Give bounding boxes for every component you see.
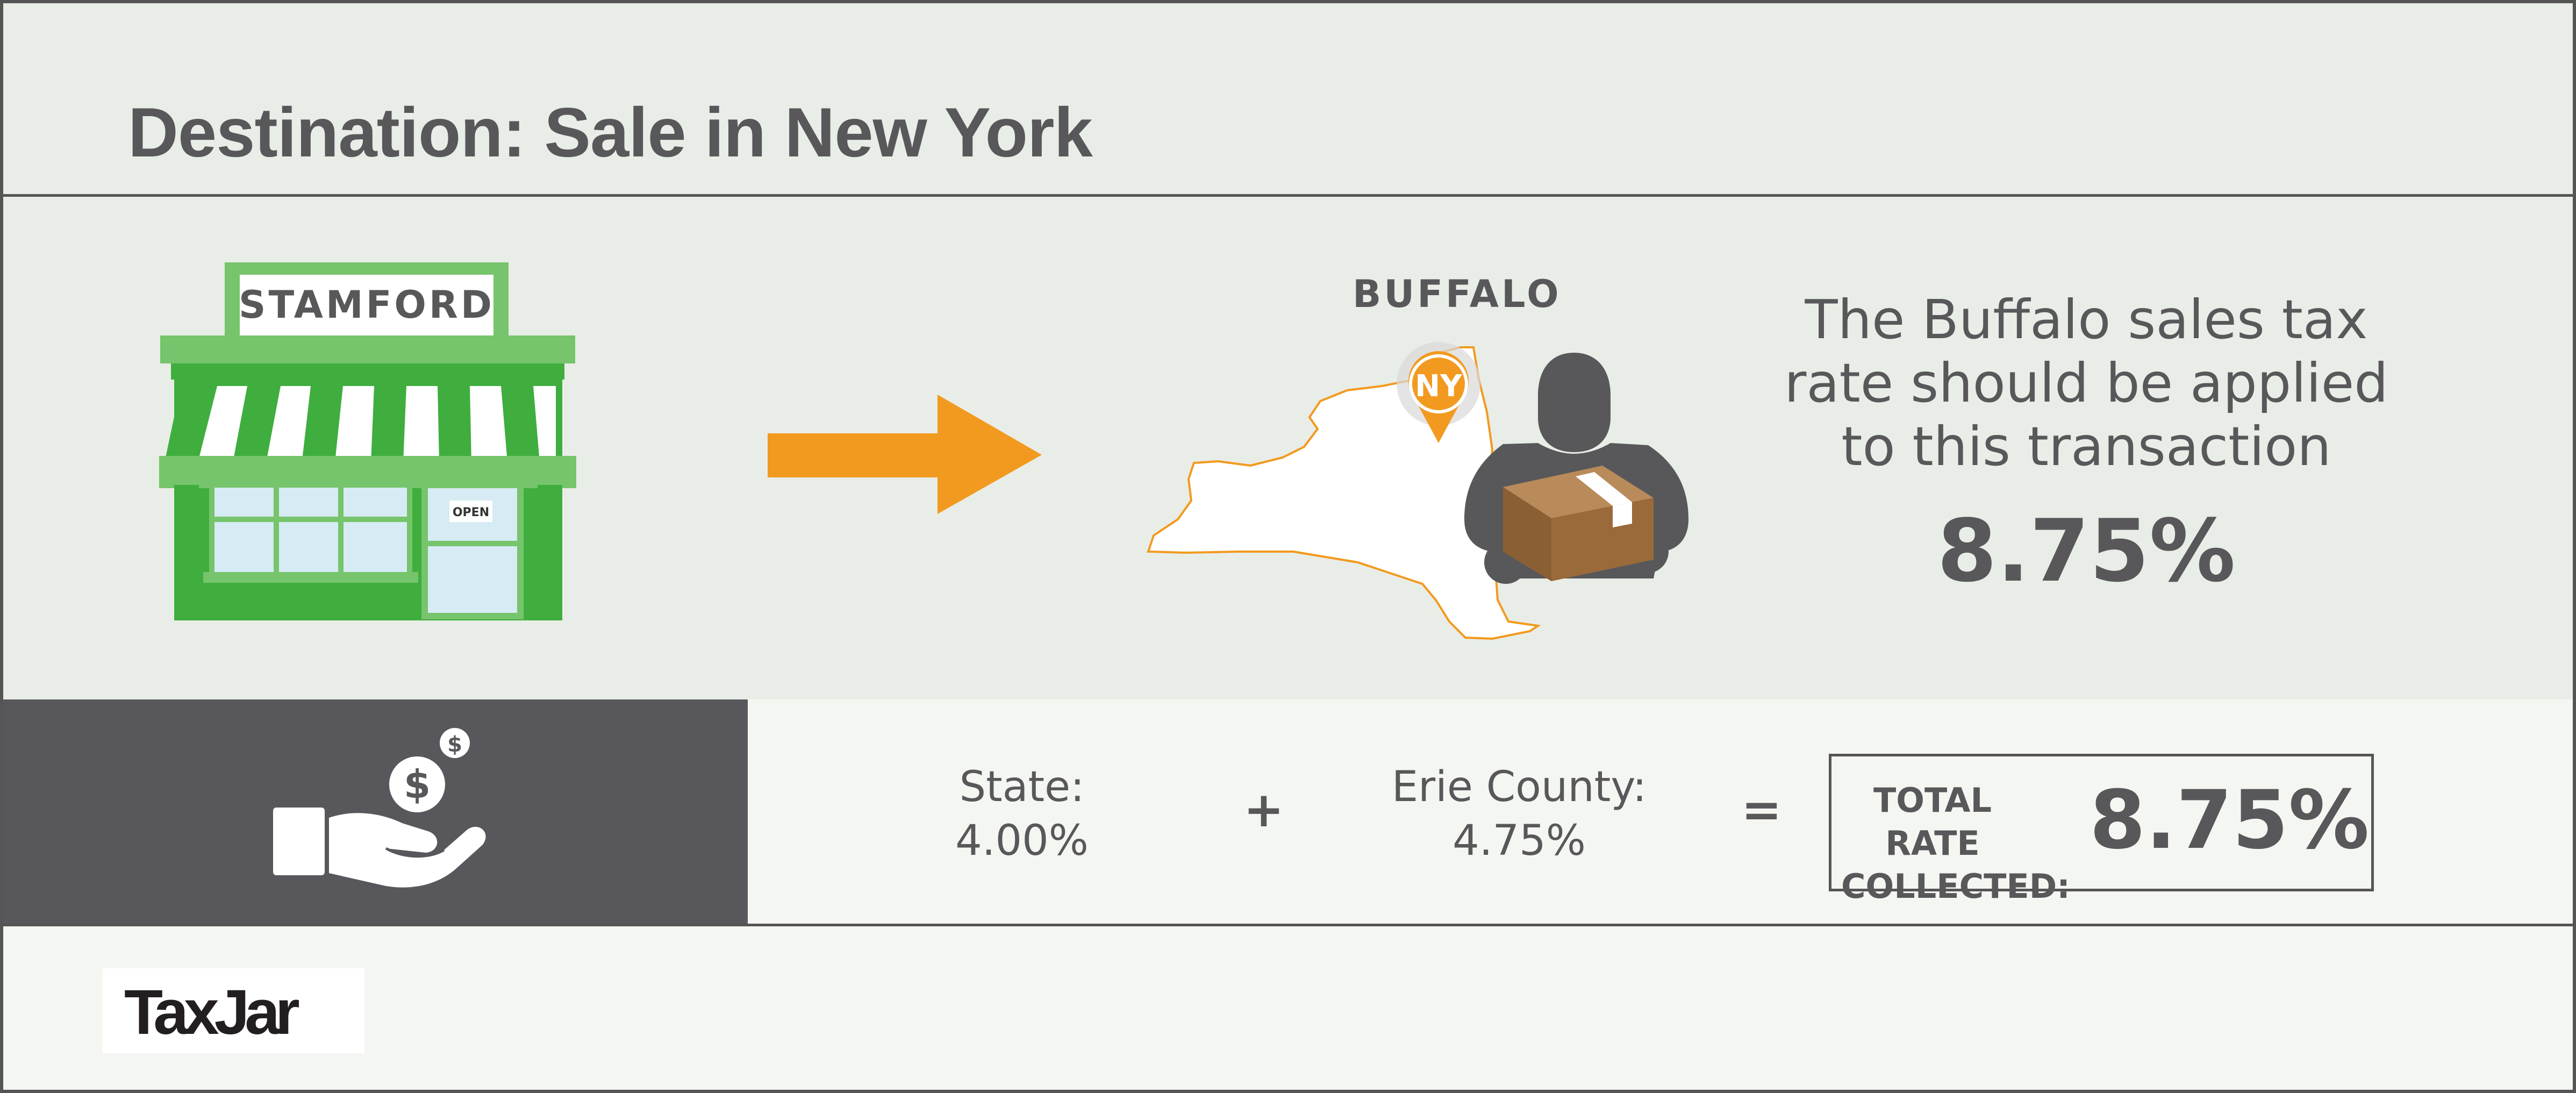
total-rate-value: 8.75%: [2090, 774, 2370, 867]
county-rate: 4.75%: [1452, 817, 1586, 865]
store-sign-label: STAMFORD: [239, 283, 495, 327]
payment-icon-panel: [3, 699, 748, 924]
storefront-illustration: STAMFORD: [159, 262, 1688, 888]
pin-label: NY: [1415, 369, 1463, 404]
result-description: The Buffalo sales tax rate should be app…: [1784, 288, 2388, 478]
total-rate-label: TOTAL RATE COLLECTED:: [1841, 779, 2070, 908]
plus-operator: +: [1243, 782, 1284, 838]
coin-small-symbol: $: [447, 732, 462, 757]
header: Destination: Sale in New York: [3, 3, 2573, 197]
rate-breakdown-row: [3, 699, 2573, 926]
city-label: BUFFALO: [1353, 272, 1562, 316]
footer: TaxJar: [3, 926, 2573, 1090]
equals-operator: =: [1741, 782, 1782, 838]
total-label-line1: TOTAL RATE: [1873, 781, 1992, 863]
coin-large-symbol: $: [404, 762, 431, 807]
state-label: State:: [959, 763, 1085, 811]
hand-with-coins-icon: $ $: [273, 728, 486, 888]
arrow-right-icon: [768, 395, 1042, 514]
total-rate-box: TOTAL RATE COLLECTED: 8.75%: [1829, 754, 2374, 906]
payment-icon-layer: $ $: [273, 728, 486, 888]
county-label: Erie County:: [1391, 763, 1647, 811]
county-rate-block: Erie County: 4.75%: [1336, 760, 1702, 868]
page-title: Destination: Sale in New York: [128, 93, 1093, 172]
state-rate: 4.00%: [955, 817, 1089, 865]
logo-text: TaxJar: [124, 977, 300, 1048]
store-icon: STAMFORD: [159, 262, 576, 620]
location-pin-icon: NY: [1397, 342, 1480, 443]
door-open-sign: OPEN: [453, 506, 489, 519]
result-rate: 8.75%: [1937, 501, 2236, 601]
taxjar-logo: TaxJar: [103, 968, 364, 1053]
customer-with-package-icon: [1464, 353, 1688, 584]
total-label-line2: COLLECTED:: [1841, 867, 2070, 906]
state-rate-block: State: 4.00%: [896, 760, 1148, 868]
